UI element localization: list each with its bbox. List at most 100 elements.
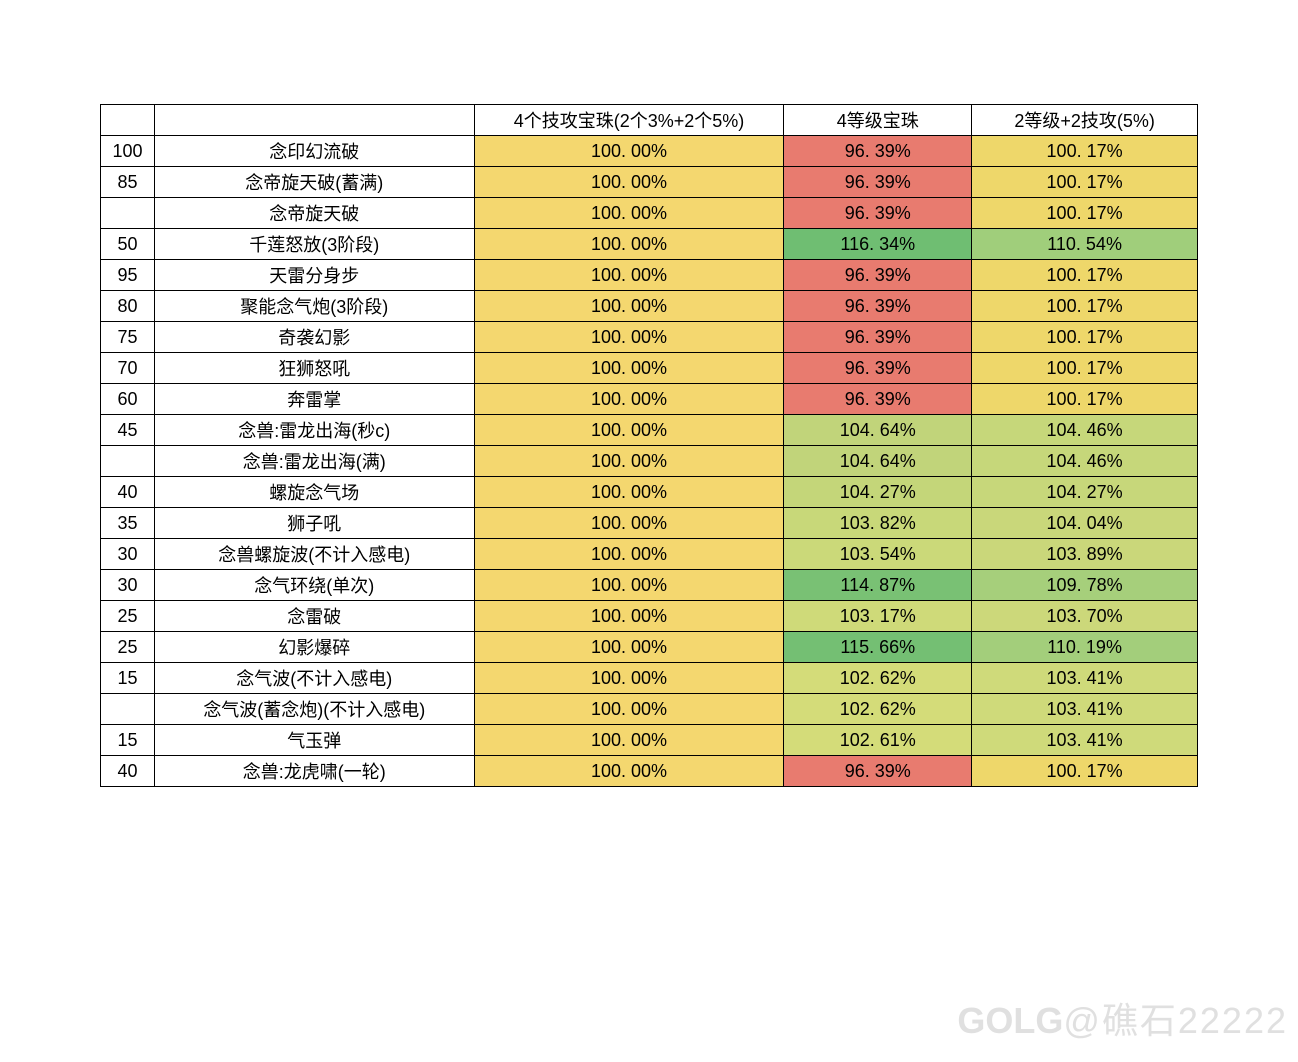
cell-v1: 100. 00% (474, 632, 784, 663)
cell-name: 念兽:雷龙出海(满) (154, 446, 474, 477)
table-row: 80聚能念气炮(3阶段)100. 00%96. 39%100. 17% (101, 291, 1198, 322)
cell-v3: 109. 78% (972, 570, 1198, 601)
table-row: 35狮子吼100. 00%103. 82%104. 04% (101, 508, 1198, 539)
cell-v1: 100. 00% (474, 229, 784, 260)
cell-v2: 103. 54% (784, 539, 972, 570)
cell-name: 念气波(蓄念炮)(不计入感电) (154, 694, 474, 725)
cell-v3: 104. 46% (972, 446, 1198, 477)
cell-v2: 96. 39% (784, 291, 972, 322)
cell-v3: 103. 41% (972, 725, 1198, 756)
cell-id: 60 (101, 384, 155, 415)
watermark-text: @礁石22222 (1063, 1000, 1288, 1041)
cell-v3: 104. 46% (972, 415, 1198, 446)
cell-id: 15 (101, 663, 155, 694)
cell-id: 15 (101, 725, 155, 756)
cell-v3: 100. 17% (972, 136, 1198, 167)
header-v1: 4个技攻宝珠(2个3%+2个5%) (474, 105, 784, 136)
cell-v3: 100. 17% (972, 384, 1198, 415)
table-row: 50千莲怒放(3阶段)100. 00%116. 34%110. 54% (101, 229, 1198, 260)
cell-id (101, 198, 155, 229)
cell-v1: 100. 00% (474, 167, 784, 198)
cell-id: 95 (101, 260, 155, 291)
cell-v3: 100. 17% (972, 322, 1198, 353)
cell-v1: 100. 00% (474, 570, 784, 601)
cell-v1: 100. 00% (474, 260, 784, 291)
cell-v1: 100. 00% (474, 353, 784, 384)
table-row: 40念兽:龙虎啸(一轮)100. 00%96. 39%100. 17% (101, 756, 1198, 787)
cell-name: 念气波(不计入感电) (154, 663, 474, 694)
cell-v1: 100. 00% (474, 198, 784, 229)
table-row: 25幻影爆碎100. 00%115. 66%110. 19% (101, 632, 1198, 663)
table-row: 念帝旋天破100. 00%96. 39%100. 17% (101, 198, 1198, 229)
cell-id: 50 (101, 229, 155, 260)
watermark-logo: GOLG (957, 1000, 1063, 1041)
cell-v1: 100. 00% (474, 477, 784, 508)
cell-v3: 103. 89% (972, 539, 1198, 570)
cell-name: 狂狮怒吼 (154, 353, 474, 384)
cell-v1: 100. 00% (474, 539, 784, 570)
cell-id: 40 (101, 477, 155, 508)
cell-v2: 102. 61% (784, 725, 972, 756)
cell-v2: 114. 87% (784, 570, 972, 601)
cell-id: 70 (101, 353, 155, 384)
cell-v1: 100. 00% (474, 663, 784, 694)
table-row: 85念帝旋天破(蓄满)100. 00%96. 39%100. 17% (101, 167, 1198, 198)
table-row: 30念气环绕(单次)100. 00%114. 87%109. 78% (101, 570, 1198, 601)
cell-name: 念气环绕(单次) (154, 570, 474, 601)
cell-v2: 96. 39% (784, 322, 972, 353)
cell-name: 千莲怒放(3阶段) (154, 229, 474, 260)
cell-name: 念印幻流破 (154, 136, 474, 167)
table-row: 15念气波(不计入感电)100. 00%102. 62%103. 41% (101, 663, 1198, 694)
cell-name: 螺旋念气场 (154, 477, 474, 508)
data-table-container: 4个技攻宝珠(2个3%+2个5%) 4等级宝珠 2等级+2技攻(5%) 100念… (100, 104, 1198, 787)
cell-v3: 103. 41% (972, 663, 1198, 694)
cell-v1: 100. 00% (474, 446, 784, 477)
cell-id (101, 446, 155, 477)
table-row: 念气波(蓄念炮)(不计入感电)100. 00%102. 62%103. 41% (101, 694, 1198, 725)
table-row: 70狂狮怒吼100. 00%96. 39%100. 17% (101, 353, 1198, 384)
cell-name: 幻影爆碎 (154, 632, 474, 663)
cell-name: 念兽螺旋波(不计入感电) (154, 539, 474, 570)
cell-id: 45 (101, 415, 155, 446)
cell-id: 25 (101, 632, 155, 663)
cell-v3: 100. 17% (972, 291, 1198, 322)
skill-data-table: 4个技攻宝珠(2个3%+2个5%) 4等级宝珠 2等级+2技攻(5%) 100念… (100, 104, 1198, 787)
cell-id: 85 (101, 167, 155, 198)
table-row: 75奇袭幻影100. 00%96. 39%100. 17% (101, 322, 1198, 353)
cell-id: 100 (101, 136, 155, 167)
table-row: 60奔雷掌100. 00%96. 39%100. 17% (101, 384, 1198, 415)
table-row: 40螺旋念气场100. 00%104. 27%104. 27% (101, 477, 1198, 508)
cell-v2: 115. 66% (784, 632, 972, 663)
watermark: GOLG@礁石22222 (957, 992, 1288, 1044)
cell-v1: 100. 00% (474, 508, 784, 539)
cell-v3: 100. 17% (972, 353, 1198, 384)
cell-v2: 104. 27% (784, 477, 972, 508)
cell-v3: 104. 04% (972, 508, 1198, 539)
cell-id: 75 (101, 322, 155, 353)
cell-v2: 116. 34% (784, 229, 972, 260)
cell-v1: 100. 00% (474, 601, 784, 632)
cell-v2: 96. 39% (784, 756, 972, 787)
cell-v1: 100. 00% (474, 291, 784, 322)
table-row: 30念兽螺旋波(不计入感电)100. 00%103. 54%103. 89% (101, 539, 1198, 570)
cell-name: 奇袭幻影 (154, 322, 474, 353)
cell-id: 80 (101, 291, 155, 322)
cell-v2: 104. 64% (784, 446, 972, 477)
cell-v2: 102. 62% (784, 694, 972, 725)
cell-id: 30 (101, 539, 155, 570)
table-body: 100念印幻流破100. 00%96. 39%100. 17%85念帝旋天破(蓄… (101, 136, 1198, 787)
table-header-row: 4个技攻宝珠(2个3%+2个5%) 4等级宝珠 2等级+2技攻(5%) (101, 105, 1198, 136)
cell-v3: 100. 17% (972, 198, 1198, 229)
cell-v3: 100. 17% (972, 260, 1198, 291)
cell-v2: 96. 39% (784, 136, 972, 167)
cell-v2: 96. 39% (784, 353, 972, 384)
cell-name: 念帝旋天破(蓄满) (154, 167, 474, 198)
cell-name: 念兽:龙虎啸(一轮) (154, 756, 474, 787)
cell-v2: 103. 17% (784, 601, 972, 632)
cell-v1: 100. 00% (474, 725, 784, 756)
table-row: 95天雷分身步100. 00%96. 39%100. 17% (101, 260, 1198, 291)
cell-v3: 100. 17% (972, 756, 1198, 787)
cell-v1: 100. 00% (474, 136, 784, 167)
cell-v2: 96. 39% (784, 167, 972, 198)
table-row: 15气玉弹100. 00%102. 61%103. 41% (101, 725, 1198, 756)
